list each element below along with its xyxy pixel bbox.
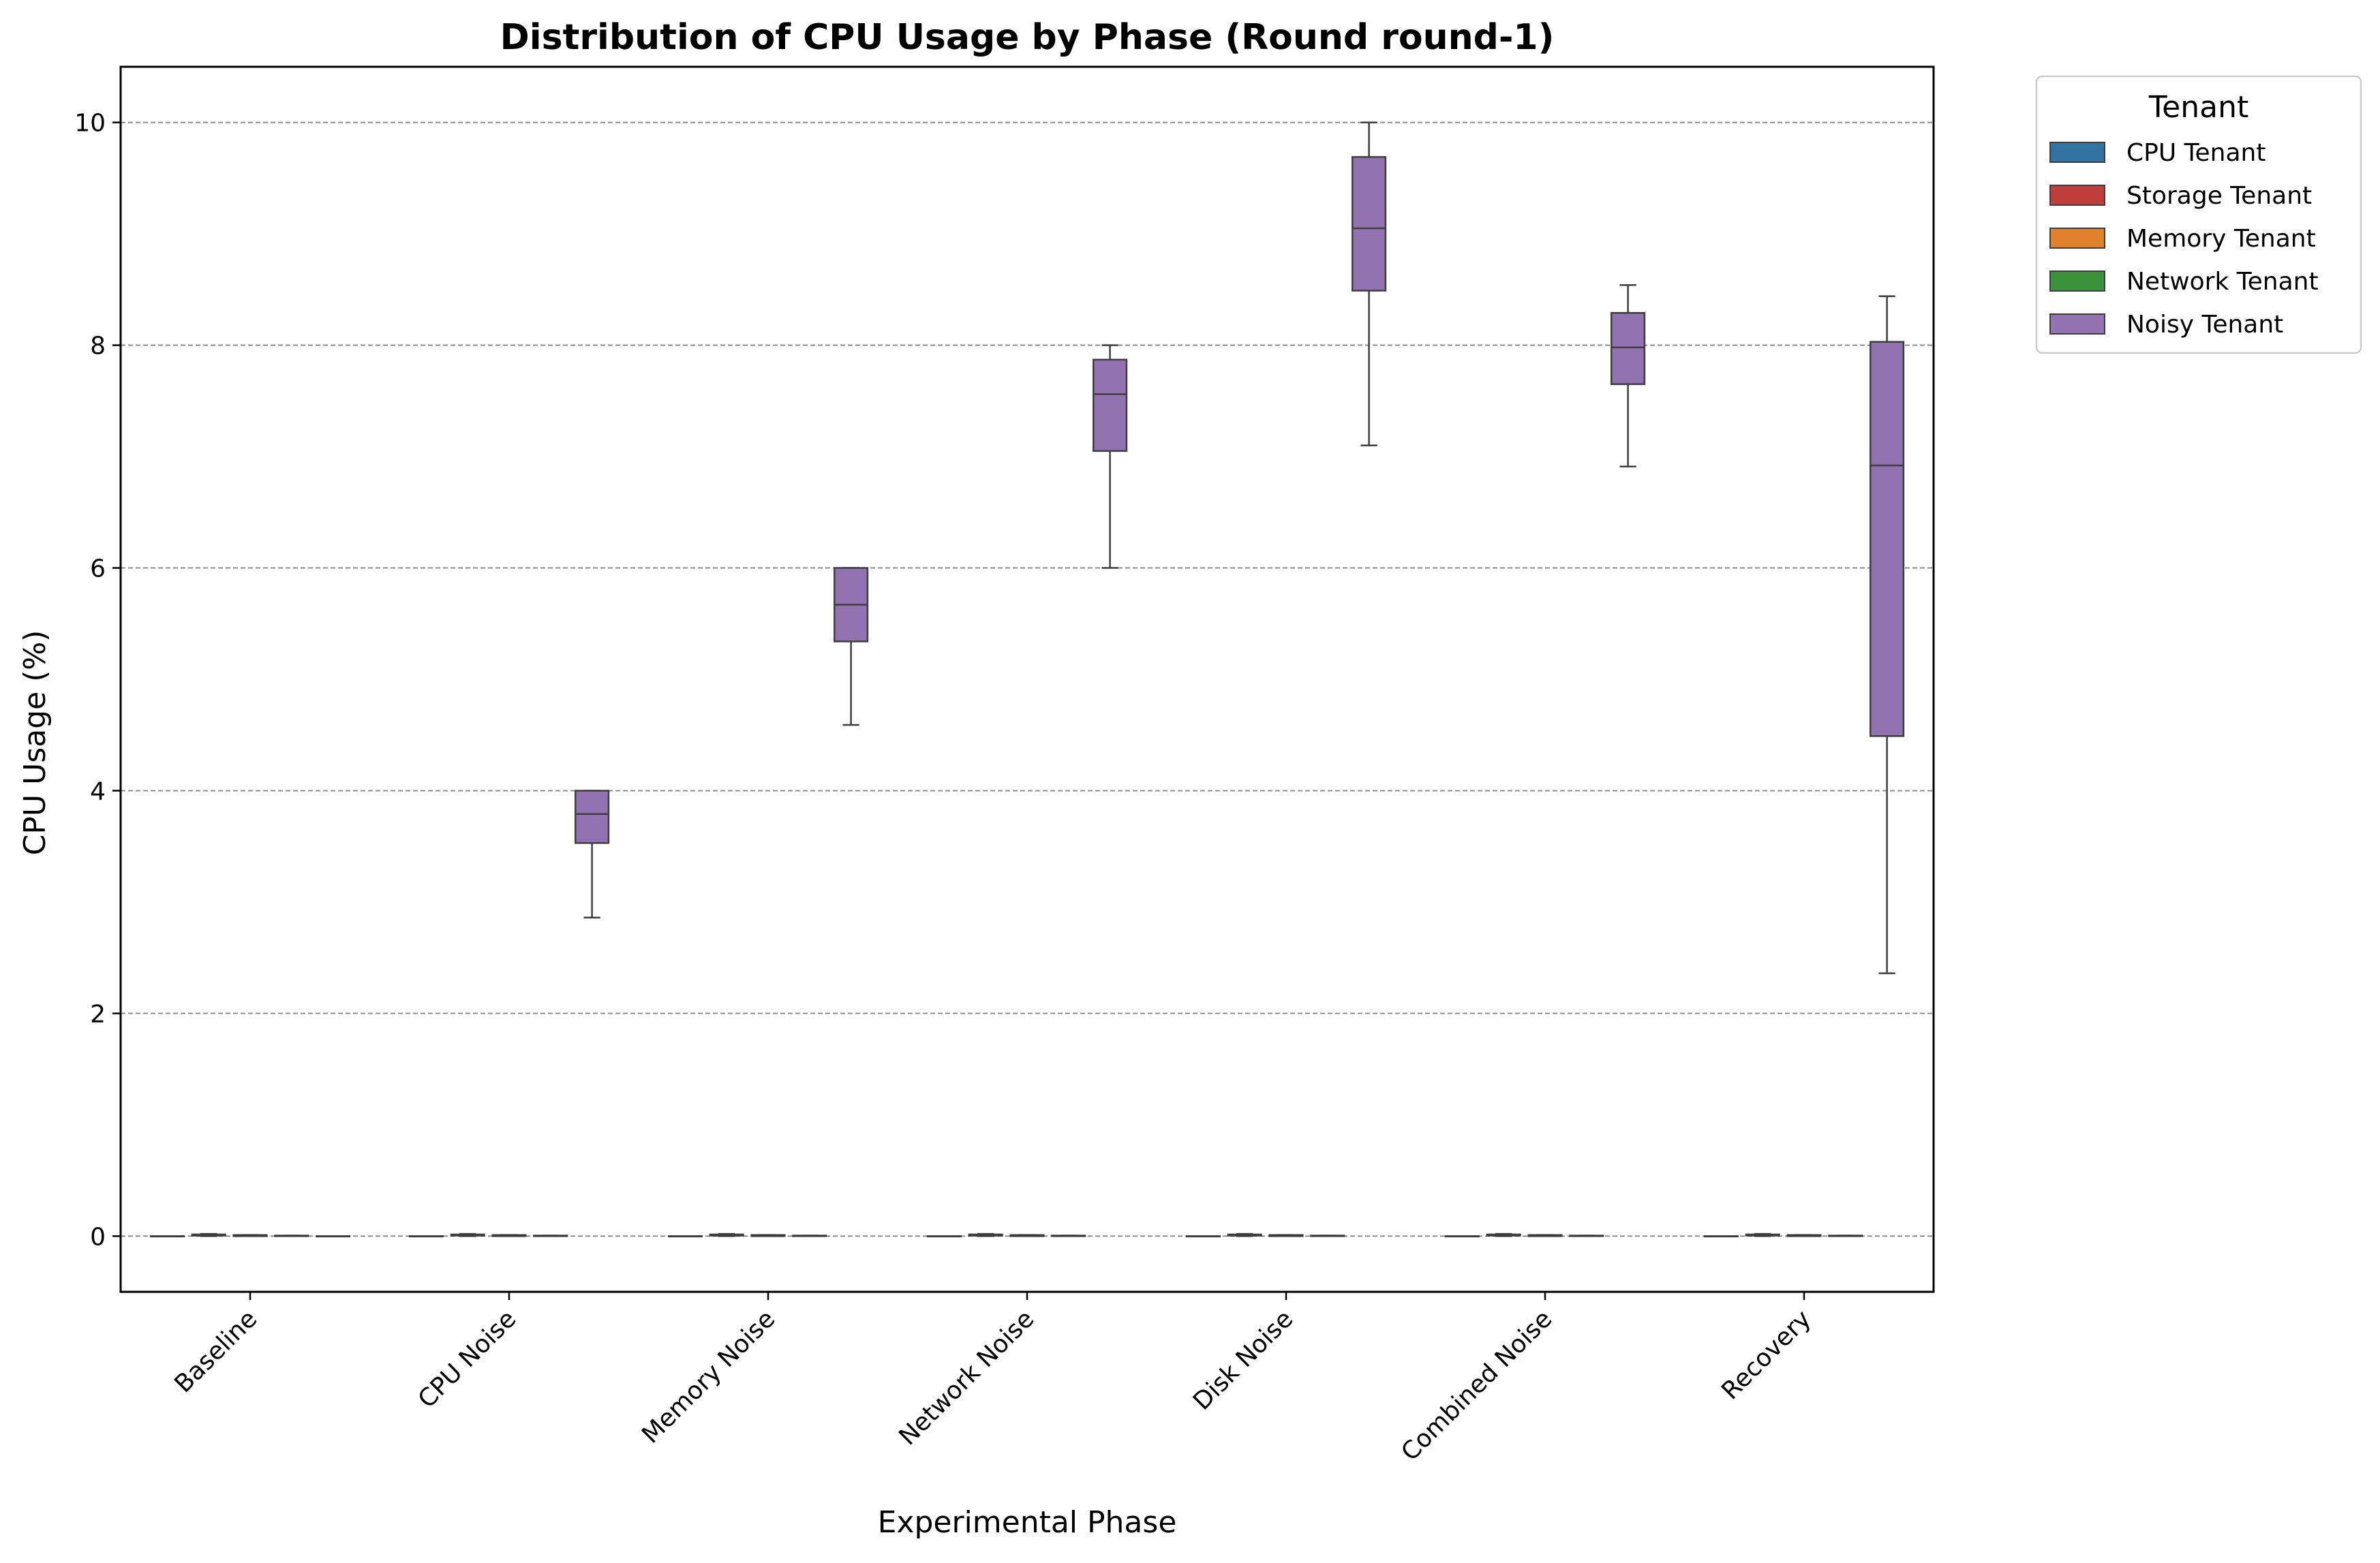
box-2-0 [232, 1234, 268, 1237]
box-iqr [1870, 341, 1905, 737]
box-3-4 [1310, 1235, 1345, 1237]
box-1-6 [1745, 1233, 1780, 1237]
box-4-6 [1870, 295, 1905, 974]
box-2-5 [1527, 1234, 1563, 1237]
box-1-2 [709, 1233, 744, 1237]
box-1-0 [191, 1233, 226, 1237]
box-1-4 [1227, 1233, 1262, 1237]
legend-entry: Storage Tenant [2126, 182, 2312, 210]
box-3-1 [533, 1235, 568, 1237]
box-1-1 [450, 1233, 485, 1237]
box-3-6 [1828, 1235, 1863, 1237]
box-3-5 [1569, 1235, 1604, 1237]
box-0-5 [1444, 1235, 1480, 1238]
legend-swatch [2049, 142, 2105, 163]
box-0-0 [149, 1235, 185, 1238]
box-4-1 [575, 790, 610, 919]
legend: Tenant CPU Tenant Storage Tenant Memory Te… [2035, 75, 2362, 354]
y-tick-label: 8 [90, 332, 106, 360]
y-tick-label: 0 [90, 1223, 106, 1251]
box-0-3 [926, 1235, 962, 1238]
box-iqr [1093, 358, 1128, 452]
box-4-2 [834, 567, 869, 726]
box-2-3 [1009, 1234, 1045, 1237]
y-tick-label: 2 [90, 1000, 106, 1028]
box-iqr [575, 790, 610, 844]
box-2-4 [1268, 1234, 1304, 1237]
box-iqr [1611, 311, 1646, 386]
plot-frame [119, 65, 1935, 1293]
box-4-5 [1611, 284, 1646, 468]
box-2-2 [750, 1234, 786, 1237]
box-1-5 [1486, 1233, 1521, 1237]
legend-swatch [2049, 228, 2105, 249]
legend-entry: CPU Tenant [2126, 139, 2265, 167]
y-tick-label: 10 [74, 110, 106, 138]
box-0-1 [408, 1235, 444, 1238]
box-4-3 [1093, 344, 1128, 569]
legend-title: Tenant [2148, 90, 2248, 125]
y-axis-label: CPU Usage (%) [18, 630, 52, 856]
box-4-4 [1352, 121, 1387, 446]
legend-swatch [2049, 313, 2105, 335]
box-0-2 [667, 1235, 703, 1238]
legend-entry: Memory Tenant [2126, 225, 2316, 253]
box-1-3 [968, 1233, 1003, 1237]
box-2-6 [1786, 1234, 1822, 1237]
legend-entry: Noisy Tenant [2126, 311, 2283, 339]
box-0-6 [1703, 1235, 1739, 1238]
legend-entry: Network Tenant [2126, 268, 2319, 296]
legend-swatch [2049, 270, 2105, 292]
y-axis-ticks: 0 2 4 6 8 10 [74, 110, 121, 1251]
x-axis-label: Experimental Phase [878, 1505, 1177, 1540]
box-3-3 [1051, 1235, 1086, 1237]
y-tick-label: 4 [90, 777, 106, 805]
legend-frame [2035, 75, 2362, 354]
box-0-4 [1185, 1235, 1221, 1238]
legend-swatch [2049, 185, 2105, 206]
chart-title: Distribution of CPU Usage by Phase (Roun… [500, 17, 1555, 58]
y-tick-label: 6 [90, 555, 106, 583]
box-2-1 [491, 1234, 527, 1237]
box-4-0 [316, 1235, 351, 1238]
box-plots [149, 121, 1905, 1238]
box-iqr [1352, 156, 1387, 292]
box-3-0 [274, 1235, 309, 1237]
box-3-2 [792, 1235, 827, 1237]
